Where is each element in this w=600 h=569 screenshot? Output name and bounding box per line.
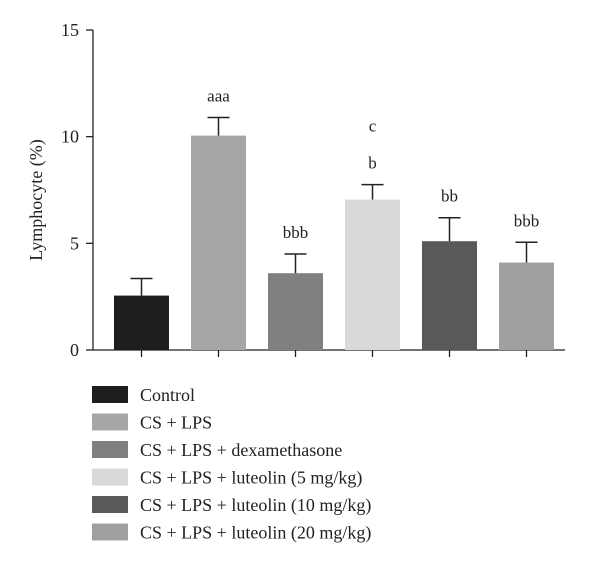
annotation-5-0: bbb: [514, 211, 540, 230]
legend-label-0: Control: [140, 385, 195, 405]
legend-label-4: CS + LPS + luteolin (10 mg/kg): [140, 495, 371, 516]
annotation-4-0: bb: [441, 187, 458, 206]
bar-1: [191, 135, 246, 350]
legend-swatch-3: [92, 468, 128, 486]
legend-swatch-0: [92, 386, 128, 403]
bars: [114, 116, 554, 350]
legend-swatch-1: [92, 413, 128, 431]
bar-0: [114, 295, 169, 350]
y-axis-label: Lymphocyte (%): [26, 139, 47, 260]
legend-swatch-2: [92, 441, 128, 458]
legend-label-1: CS + LPS: [140, 413, 212, 433]
legend-label-3: CS + LPS + luteolin (5 mg/kg): [140, 468, 362, 489]
bar-3: [345, 199, 400, 350]
y-tick-label-2: 10: [61, 127, 79, 147]
legend: Control CS + LPS CS + LPS + dexamethasone C…: [92, 385, 371, 544]
y-tick-label-3: 15: [61, 20, 79, 40]
annotation-1-0: aaa: [207, 86, 230, 105]
legend-label-2: CS + LPS + dexamethasone: [140, 440, 342, 460]
legend-swatch-4: [92, 496, 128, 513]
annotation-2-0: bbb: [283, 223, 309, 242]
y-tick-label-1: 5: [70, 233, 79, 253]
legend-label-5: CS + LPS + luteolin (20 mg/kg): [140, 523, 371, 544]
y-tick-label-0: 0: [70, 340, 79, 360]
bar-4: [422, 241, 477, 350]
annotation-3-0: b: [368, 154, 377, 173]
annotation-3-1: c: [369, 117, 377, 136]
legend-swatch-5: [92, 523, 128, 541]
bar-2: [268, 273, 323, 350]
axes: 0 5 10 15 Lymphocyte (%): [26, 20, 565, 360]
bar-5: [499, 262, 554, 350]
